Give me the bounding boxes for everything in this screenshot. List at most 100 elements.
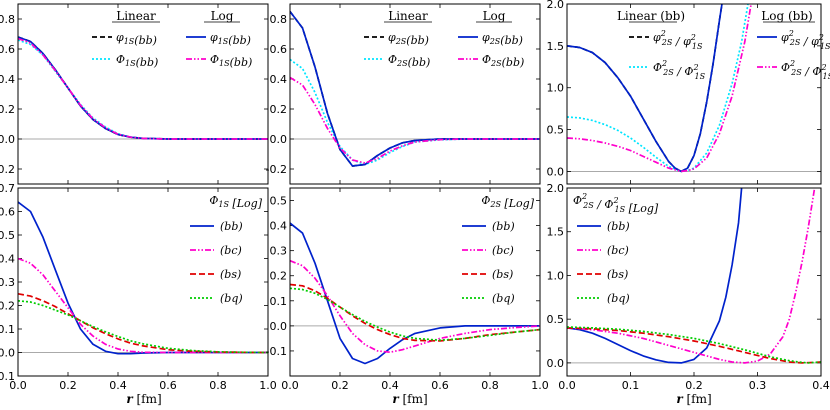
- plot-frame: [289, 187, 541, 377]
- x-tick-label: 0.6: [159, 379, 177, 392]
- y-tick-label: 0.5: [547, 124, 565, 137]
- y-tick-label: 0.8: [0, 13, 15, 26]
- y-tick-label: 0.2: [270, 270, 288, 283]
- y-tick-label: 0.6: [0, 206, 15, 219]
- y-tick-label: 0.2: [0, 300, 15, 313]
- panel-bottom-left: -0.10.00.10.20.30.40.50.60.70.00.20.40.6…: [0, 182, 277, 392]
- y-tick-label: 0.1: [0, 323, 15, 336]
- legend: Linear Log φ1S(bb) Φ1S(bb) φ1S(bb) Φ1S(bb): [92, 9, 252, 69]
- y-tick-label: 0.0: [547, 165, 565, 178]
- legend-label: Φ1S(bb): [210, 53, 252, 69]
- x-tick-label: 0.8: [481, 379, 499, 392]
- panels-layer: -0.2 0.0 0.2 0.4 0.6 0.8 Linear Log φ1S(bb) Φ1S(b…: [0, 0, 830, 392]
- y-tick-label: 1.0: [547, 269, 565, 282]
- y-tick-label: 1.0: [547, 82, 565, 95]
- series-line-2: [567, 4, 723, 173]
- y-tick-label: 1.5: [547, 226, 565, 239]
- series-line-3: [567, 4, 752, 173]
- y-tick-label: 0.5: [547, 313, 565, 326]
- x-tick-label: 0.1: [622, 379, 640, 392]
- panel-bottom-right: 0.0 0.5 1.0 1.5 2.0 0.0 0.1 0.2 0.3 0.4 Φ2 2S / Φ2 1…: [547, 182, 830, 392]
- y-tick-label: 0.0: [270, 320, 288, 333]
- legend-label: (bb): [220, 220, 243, 233]
- x-tick-label: 0.4: [109, 379, 127, 392]
- y-tick-label: 0.5: [270, 195, 288, 208]
- x-tick-label: 0.2: [331, 379, 349, 392]
- plot-frame: [17, 3, 269, 185]
- series-line-2: [290, 283, 540, 342]
- y-tick-label: -0.1: [0, 370, 15, 383]
- y-tick-label: 0.0: [0, 347, 15, 360]
- legend-header-log: Log: [211, 9, 234, 23]
- legend-header-log: Log (bb): [761, 9, 812, 23]
- y-tick-label: 0.6: [270, 43, 288, 56]
- y-tick-label: 0.4: [0, 253, 15, 266]
- legend-label: (bb): [492, 220, 515, 233]
- x-axis-label-left: r [fm]: [126, 392, 161, 406]
- y-tick-label: 0.3: [270, 245, 288, 258]
- plot-frame: [566, 3, 822, 185]
- x-tick-label: 1.0: [259, 379, 277, 392]
- legend: Φ2S [Log] (bb) (bc) (bs) (bq): [462, 194, 535, 305]
- legend-label: (bc): [492, 244, 514, 257]
- series-line-3: [290, 287, 540, 342]
- legend-header-linear: Linear: [116, 9, 156, 23]
- series-line-0: [18, 36, 268, 140]
- x-tick-label: 0.2: [59, 379, 77, 392]
- y-tick-label: 0.2: [270, 103, 288, 116]
- legend: Φ2 2S / Φ2 1S [Log] (bb) (bc) (bs) (bq): [573, 192, 659, 305]
- y-tick-label: -0.2: [0, 163, 15, 176]
- y-tick-label: 0.0: [547, 357, 565, 370]
- legend-header: Φ2S [Log]: [481, 194, 534, 210]
- legend-label: φ1S(bb): [116, 31, 157, 47]
- legend-header-linear: Linear (bb): [617, 9, 685, 23]
- series-group: [567, 188, 821, 364]
- legend-header: Φ2 2S / Φ2 1S [Log]: [573, 192, 659, 215]
- legend-label: (bq): [220, 292, 243, 305]
- series-line-0: [567, 188, 743, 364]
- series-line-2: [18, 36, 268, 140]
- axis-label-row: r [fm] r [fm] r [fm]: [126, 392, 711, 406]
- series-line-3: [18, 37, 268, 140]
- y-tick-label: 2.0: [547, 182, 565, 195]
- x-axis-label-middle: r [fm]: [392, 392, 427, 406]
- series-line-1: [18, 39, 268, 140]
- series-line-0: [567, 4, 723, 173]
- y-tick-label: -0.1: [266, 345, 287, 358]
- panel-top-middle: -0.2 0.0 0.2 0.4 0.6 0.8 Linear Log φ2S(bb) Φ2S(b…: [266, 3, 541, 185]
- x-tick-label: 0.3: [749, 379, 767, 392]
- x-tick-label: 0.0: [281, 379, 299, 392]
- x-tick-label: 0.4: [381, 379, 399, 392]
- x-tick-label: 0.0: [558, 379, 576, 392]
- y-tick-label: 0.4: [270, 73, 288, 86]
- panel-top-left: -0.2 0.0 0.2 0.4 0.6 0.8 Linear Log φ1S(bb) Φ1S(b…: [0, 3, 269, 185]
- y-tick-label: 0.3: [0, 276, 15, 289]
- series-group: [18, 36, 268, 140]
- x-tick-label: 0.8: [209, 379, 227, 392]
- y-tick-label: 0.2: [0, 103, 15, 116]
- x-axis-label-right: r [fm]: [676, 392, 711, 406]
- legend-header-linear: Linear: [388, 9, 428, 23]
- legend-label: φ2 2S / φ2 1S: [653, 29, 703, 51]
- y-tick-label: 0.6: [0, 43, 15, 56]
- y-tick-label: 0.4: [0, 73, 15, 86]
- y-tick-label: 0.8: [270, 13, 288, 26]
- series-line-1: [567, 188, 816, 364]
- legend-label: Φ2S(bb): [482, 53, 524, 69]
- legend: Linear Log φ2S(bb) Φ2S(bb) φ2S(bb) Φ2S(bb): [364, 9, 524, 69]
- series-group: [18, 201, 268, 355]
- y-tick-label: 0.4: [270, 220, 288, 233]
- series-line-3: [567, 326, 821, 364]
- series-line-2: [290, 10, 540, 167]
- y-tick-label: 2.0: [547, 0, 565, 11]
- legend-label: (bs): [492, 268, 513, 281]
- legend-label: (bq): [607, 292, 630, 305]
- y-tick-label: 0.1: [270, 295, 288, 308]
- legend-label: Φ2S(bb): [388, 53, 430, 69]
- series-line-0: [290, 222, 540, 365]
- y-tick-label: 1.5: [547, 40, 565, 53]
- series-group: [567, 4, 752, 173]
- series-line-2: [567, 327, 821, 364]
